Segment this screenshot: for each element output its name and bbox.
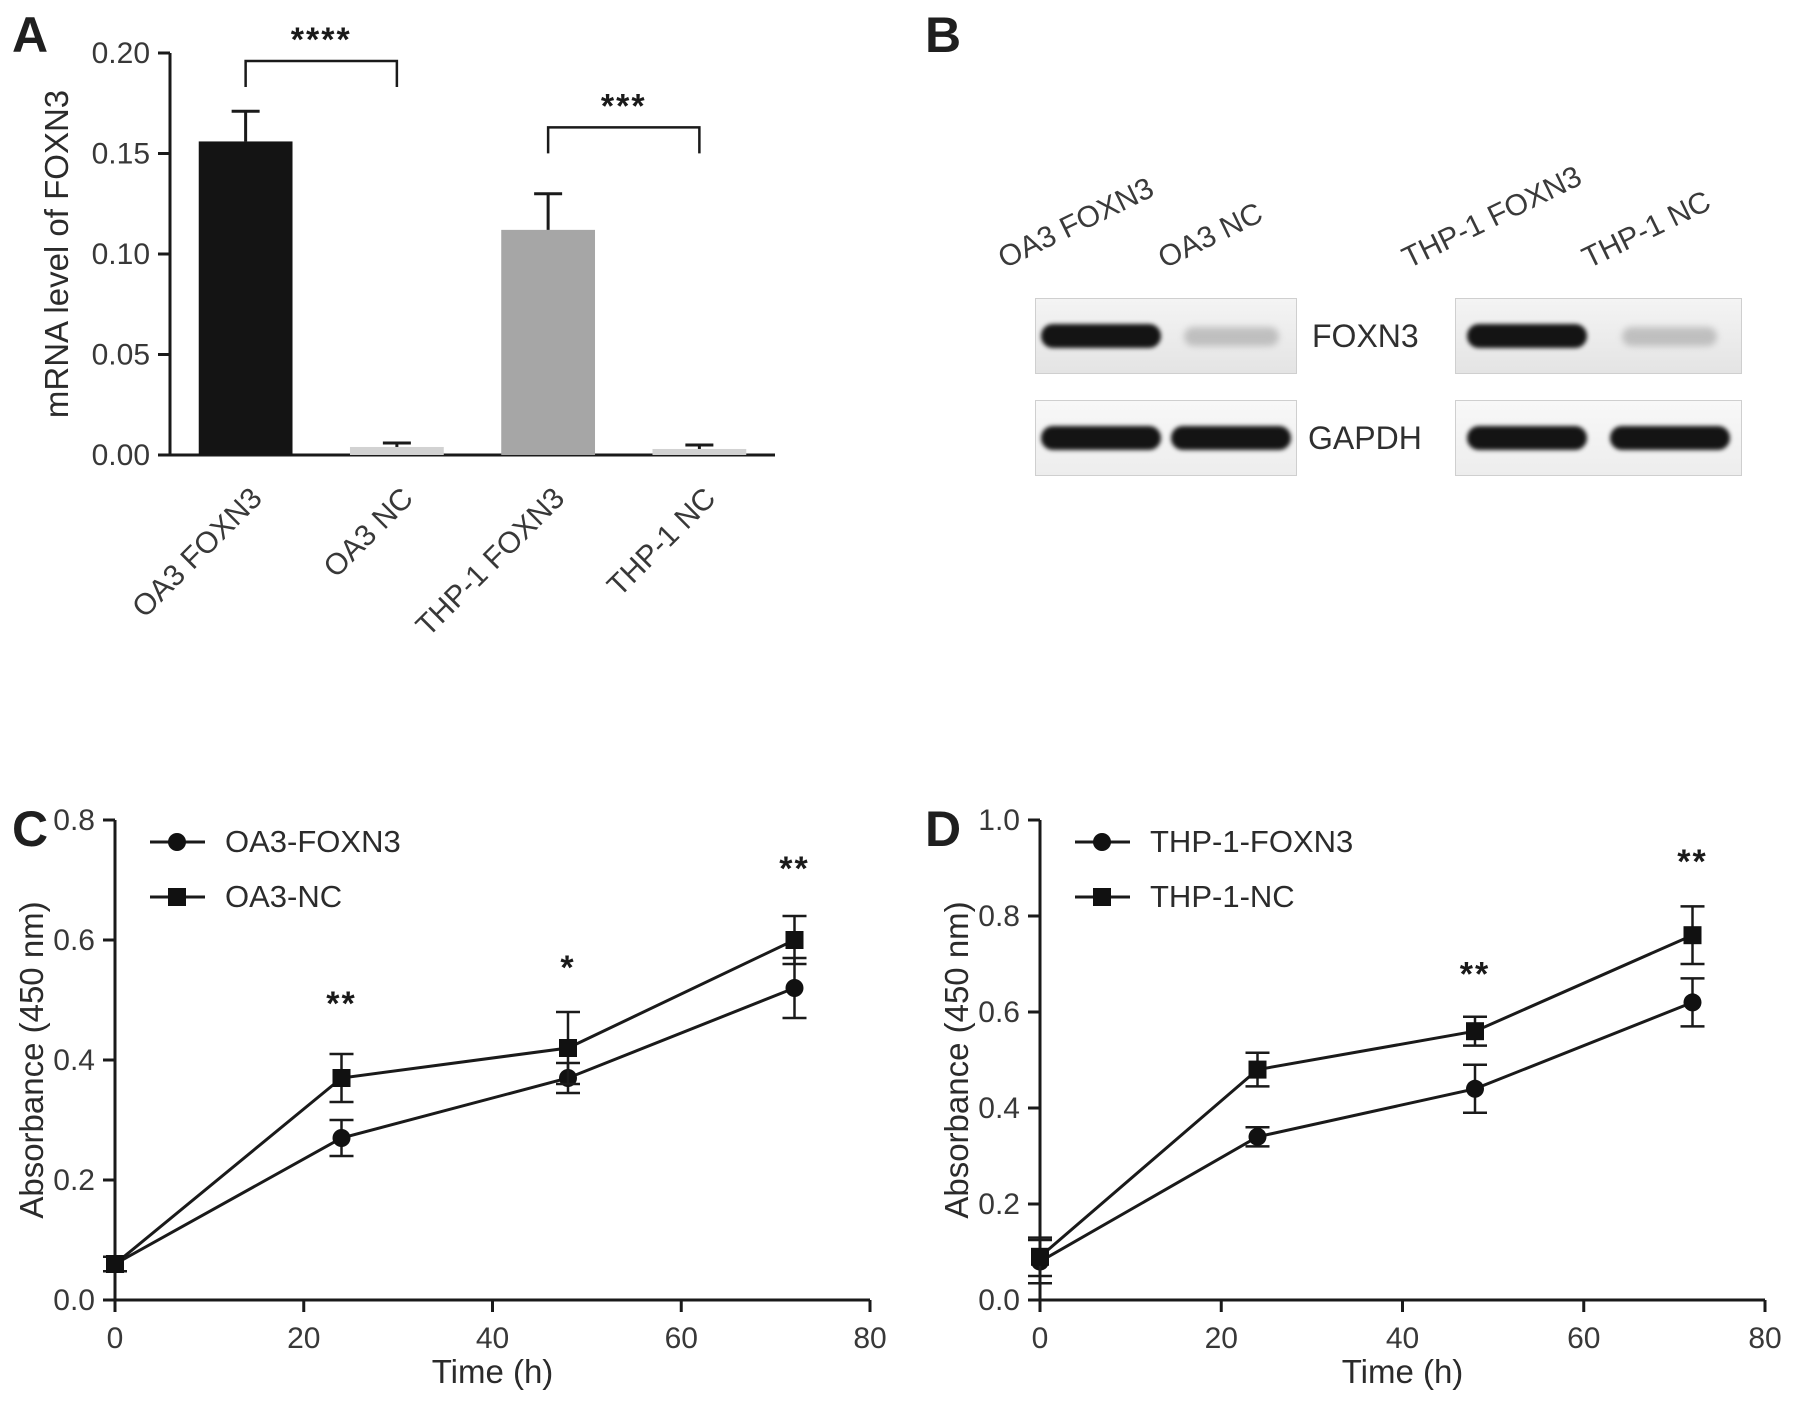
blot-lane <box>1166 401 1296 475</box>
blot-lane <box>1166 299 1296 373</box>
svg-text:40: 40 <box>476 1322 509 1355</box>
svg-text:THP-1-NC: THP-1-NC <box>1150 879 1295 914</box>
blot-lane <box>1456 401 1599 475</box>
panel-c-label: C <box>12 801 49 857</box>
blot-band-gapdh-oa3-nc <box>1171 426 1291 450</box>
blot-image-gapdh-thp1 <box>1455 400 1742 476</box>
blot-lane <box>1599 299 1742 373</box>
svg-text:60: 60 <box>1567 1322 1600 1355</box>
series-OA3-FOXN3 <box>103 956 807 1273</box>
blot-lane <box>1599 401 1742 475</box>
svg-text:0.0: 0.0 <box>53 1284 95 1317</box>
series-THP-1-FOXN3 <box>1028 977 1705 1285</box>
svg-text:0.8: 0.8 <box>978 900 1020 933</box>
significance-bracket <box>244 59 399 88</box>
axes: 0.00 0.05 0.10 0.15 0.20 mRNA level of FOXN3 <box>38 37 775 472</box>
svg-text:0.2: 0.2 <box>53 1164 95 1197</box>
x-axis-title: Time (h) <box>1342 1353 1464 1390</box>
blot-row-label-gapdh: GAPDH <box>1308 420 1422 456</box>
blot-band-gapdh-oa3-foxn3 <box>1041 426 1161 450</box>
series-THP-1-NC <box>1028 905 1705 1278</box>
significance-stars: ** <box>1677 843 1707 881</box>
bar <box>652 448 747 455</box>
svg-text:80: 80 <box>1748 1322 1781 1355</box>
blot-lane <box>1456 299 1599 373</box>
svg-text:0.6: 0.6 <box>53 924 95 957</box>
y-axis-title: mRNA level of FOXN3 <box>38 90 75 418</box>
blot-lane-label-thp1-nc: THP-1 NC <box>1577 184 1716 276</box>
svg-text:0.0: 0.0 <box>978 1284 1020 1317</box>
x-tick-label: OA3 FOXN3 <box>126 482 268 624</box>
significance-stars: ** <box>1460 956 1490 994</box>
significance-stars: * <box>560 949 575 987</box>
blot-band-foxn3-oa3-foxn3 <box>1041 324 1161 348</box>
axes: 0.0 0.2 0.4 0.6 0.8 0 20 40 60 80 Time (h) Absorban… <box>13 804 887 1390</box>
svg-text:0.8: 0.8 <box>53 804 95 837</box>
significance-stars: *** <box>601 87 647 125</box>
svg-text:40: 40 <box>1386 1322 1419 1355</box>
blot-lane-label-oa3-foxn3: OA3 FOXN3 <box>993 171 1159 276</box>
svg-text:0.2: 0.2 <box>978 1188 1020 1221</box>
blot-band-foxn3-thp1-nc <box>1622 326 1718 346</box>
blot-lane-label-thp1-foxn3: THP-1 FOXN3 <box>1397 159 1587 276</box>
panel-d-label: D <box>925 801 962 857</box>
blot-band-foxn3-thp1-foxn3 <box>1467 324 1588 348</box>
svg-text:0.10: 0.10 <box>92 238 150 271</box>
bar <box>349 446 444 455</box>
blot-band-gapdh-thp1-nc <box>1609 426 1730 450</box>
significance-stars: ** <box>779 850 809 888</box>
blot-image-foxn3-oa3 <box>1035 298 1297 374</box>
svg-text:20: 20 <box>1205 1322 1238 1355</box>
blot-band-foxn3-oa3-nc <box>1183 326 1279 346</box>
significance-bracket <box>546 126 701 154</box>
blot-image-gapdh-oa3 <box>1035 400 1297 476</box>
svg-text:0.6: 0.6 <box>978 996 1020 1029</box>
series-OA3-NC <box>103 914 807 1273</box>
blot-lane <box>1036 401 1166 475</box>
bar <box>501 229 596 455</box>
y-axis-title: Absorbance (450 nm) <box>13 901 50 1218</box>
blot-lane-label-oa3-nc: OA3 NC <box>1153 196 1268 276</box>
svg-text:0.00: 0.00 <box>92 439 150 472</box>
x-tick-label: THP-1 NC <box>601 482 722 603</box>
axes: 0.0 0.2 0.4 0.6 0.8 1.0 0 20 40 60 80 Time (h) Absor… <box>938 804 1782 1390</box>
blot-band-gapdh-thp1-foxn3 <box>1467 426 1588 450</box>
panel-a-label: A <box>12 7 49 63</box>
legend: OA3-FOXN3 OA3-NC <box>150 824 401 914</box>
bar-chart-mrna-foxn3: 0.00 0.05 0.10 0.15 0.20 mRNA level of FOXN3 O… <box>38 21 775 643</box>
significance-stars: ** <box>326 985 356 1023</box>
svg-text:0: 0 <box>1032 1322 1049 1355</box>
svg-text:1.0: 1.0 <box>978 804 1020 837</box>
panel-b-label: B <box>925 7 962 63</box>
svg-text:20: 20 <box>287 1322 320 1355</box>
y-axis-title: Absorbance (450 nm) <box>938 901 975 1218</box>
x-tick-label: OA3 NC <box>318 482 420 584</box>
svg-text:60: 60 <box>665 1322 698 1355</box>
legend: THP-1-FOXN3 THP-1-NC <box>1075 824 1353 914</box>
x-tick-label: THP-1 FOXN3 <box>410 482 571 643</box>
western-blot-panel: OA3 FOXN3 OA3 NC THP-1 FOXN3 THP-1 NC FO… <box>920 0 1795 600</box>
blot-row-label-foxn3: FOXN3 <box>1312 318 1419 354</box>
svg-text:0.4: 0.4 <box>978 1092 1020 1125</box>
svg-text:THP-1-FOXN3: THP-1-FOXN3 <box>1150 824 1353 859</box>
blot-lane <box>1036 299 1166 373</box>
svg-text:OA3-NC: OA3-NC <box>225 879 342 914</box>
svg-text:0.4: 0.4 <box>53 1044 95 1077</box>
svg-text:0.15: 0.15 <box>92 138 150 171</box>
svg-text:0.05: 0.05 <box>92 339 150 372</box>
svg-text:OA3-FOXN3: OA3-FOXN3 <box>225 824 401 859</box>
line-chart-oa3-proliferation: 0.0 0.2 0.4 0.6 0.8 0 20 40 60 80 Time (h) Absorban… <box>13 804 887 1390</box>
x-axis-title: Time (h) <box>432 1353 554 1390</box>
line-chart-thp1-proliferation: 0.0 0.2 0.4 0.6 0.8 1.0 0 20 40 60 80 Time (h) Absor… <box>938 804 1782 1390</box>
bar <box>198 141 293 455</box>
significance-stars: **** <box>291 21 352 59</box>
svg-text:0: 0 <box>107 1322 124 1355</box>
svg-text:0.20: 0.20 <box>92 37 150 70</box>
blot-image-foxn3-thp1 <box>1455 298 1742 374</box>
svg-text:80: 80 <box>853 1322 886 1355</box>
